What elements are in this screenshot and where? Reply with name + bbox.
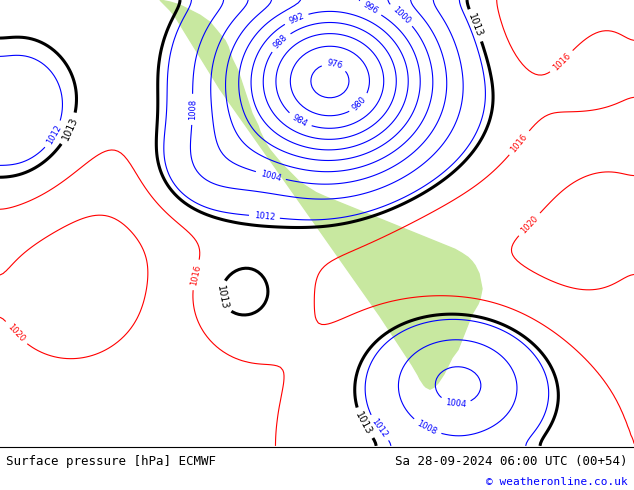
Text: 1016: 1016	[551, 51, 573, 73]
Text: 1004: 1004	[444, 398, 467, 409]
Text: 984: 984	[290, 113, 309, 128]
Text: Surface pressure [hPa] ECMWF: Surface pressure [hPa] ECMWF	[6, 455, 216, 468]
Text: 992: 992	[287, 11, 306, 25]
Text: 1008: 1008	[188, 98, 197, 120]
Text: 1016: 1016	[189, 264, 202, 286]
Text: 1012: 1012	[254, 211, 275, 222]
Text: 976: 976	[326, 59, 343, 71]
Text: 1000: 1000	[391, 4, 412, 25]
Text: 1013: 1013	[215, 284, 230, 310]
Text: 1013: 1013	[467, 12, 485, 39]
Text: © weatheronline.co.uk: © weatheronline.co.uk	[486, 477, 628, 487]
Text: 1020: 1020	[6, 322, 27, 344]
Text: Sa 28-09-2024 06:00 UTC (00+54): Sa 28-09-2024 06:00 UTC (00+54)	[395, 455, 628, 468]
Text: 1012: 1012	[370, 417, 389, 439]
Polygon shape	[160, 0, 482, 389]
Text: 988: 988	[271, 33, 289, 51]
Text: 1013: 1013	[354, 410, 374, 437]
Text: 1008: 1008	[415, 419, 438, 437]
Text: 996: 996	[361, 0, 379, 16]
Text: 980: 980	[351, 95, 368, 113]
Text: 1013: 1013	[60, 116, 79, 142]
Text: 1004: 1004	[259, 169, 282, 183]
Text: 1020: 1020	[519, 214, 540, 235]
Text: 1012: 1012	[45, 123, 63, 146]
Text: 1016: 1016	[509, 132, 529, 154]
